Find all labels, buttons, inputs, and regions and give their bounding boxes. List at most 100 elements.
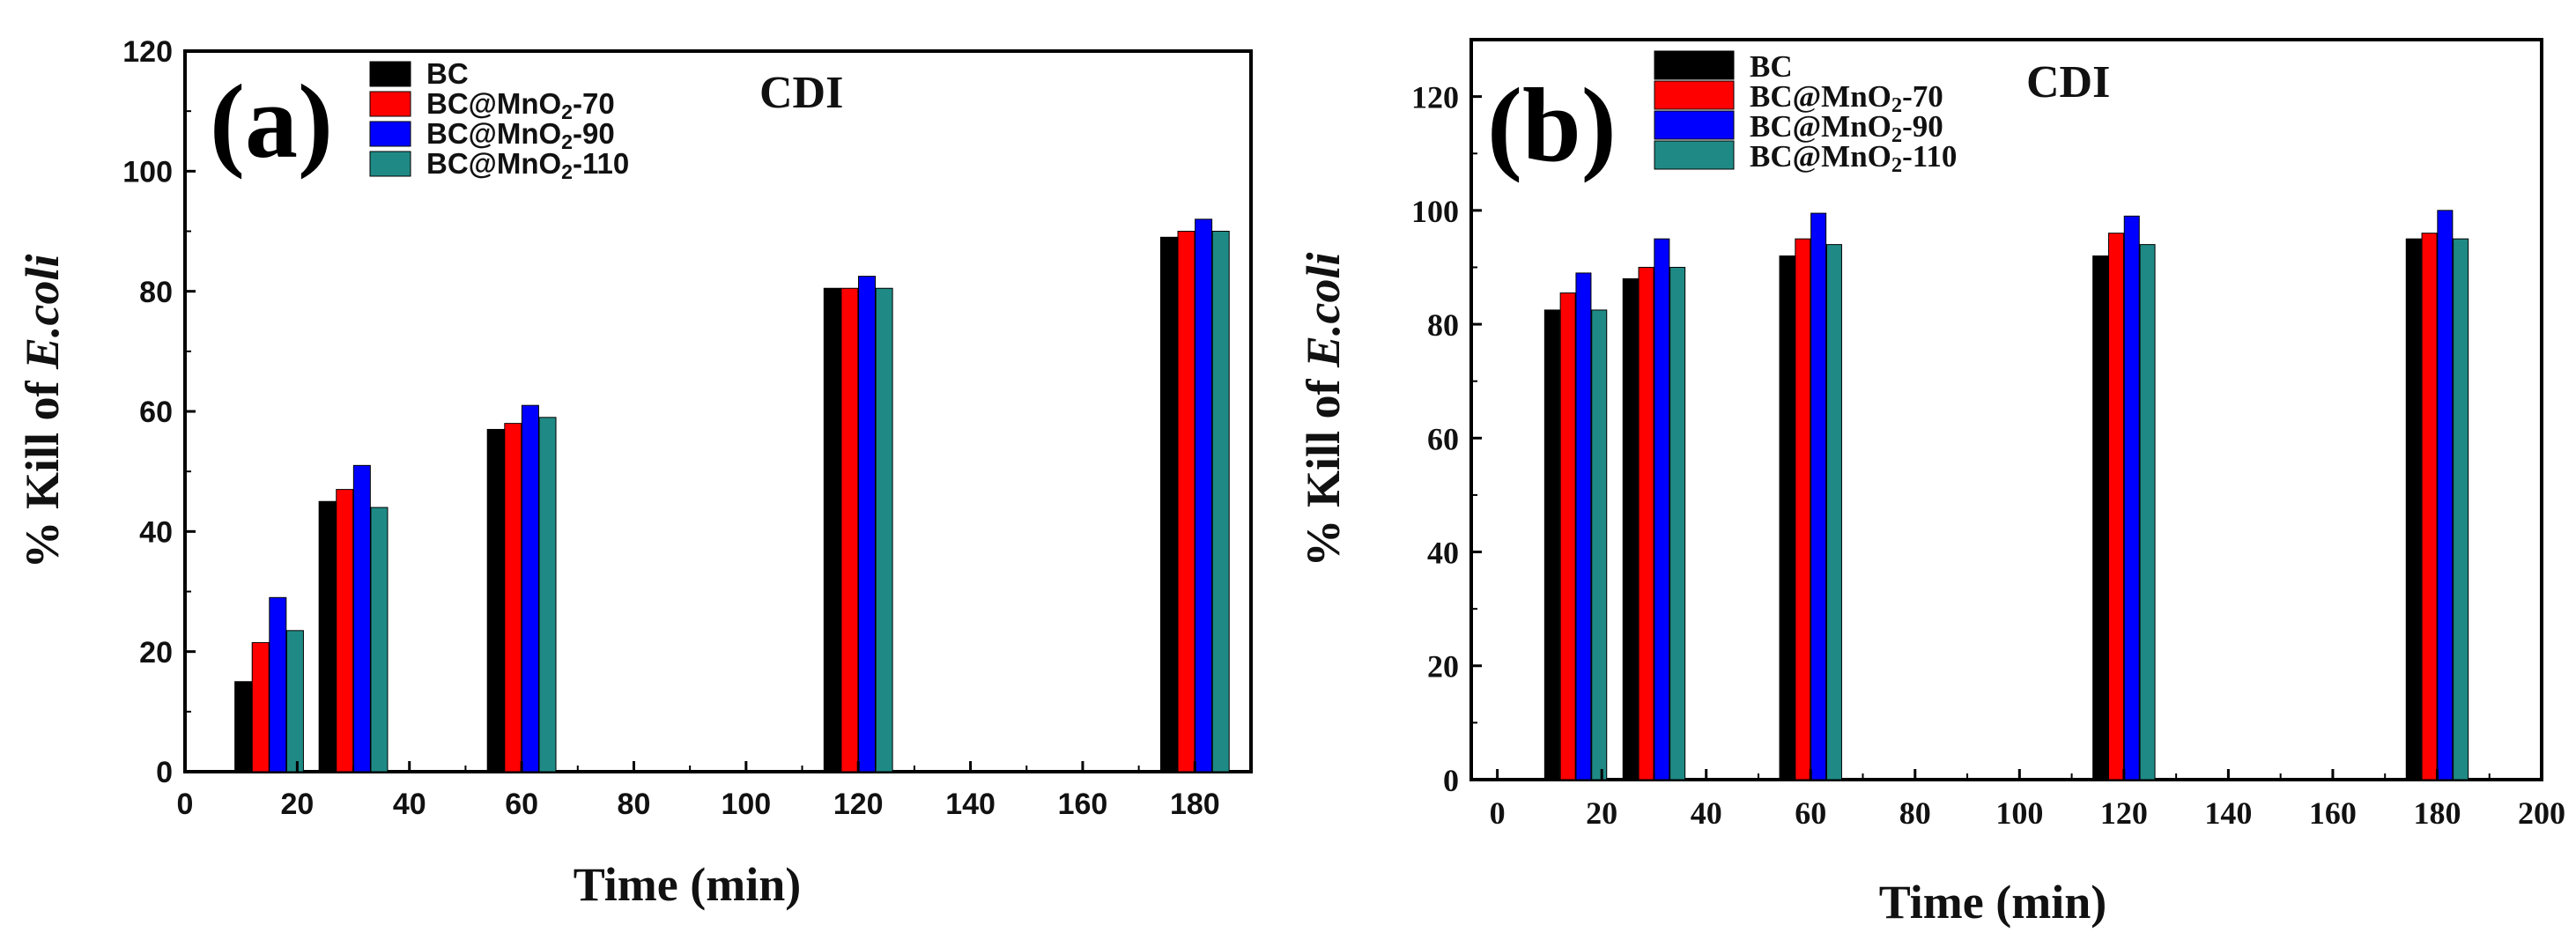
y-tick-label: 80 [139, 276, 173, 309]
legend-label-subscript: 2 [561, 160, 573, 183]
x-tick-label: 160 [1058, 788, 1108, 821]
bar-bc-mno2-110-t180 [2453, 238, 2469, 781]
y-axis-label-italic: E.coli [16, 255, 69, 371]
y-tick-label: 120 [1411, 80, 1459, 115]
y-tick-label: 100 [1411, 194, 1459, 229]
bar-bc-t180 [1159, 236, 1178, 773]
bar-bc-mno2-70-t180 [2421, 233, 2438, 781]
bar-bc-mno2-90-t60 [1810, 212, 1827, 781]
legend-label: BC@MnO2-90 [1750, 109, 1943, 147]
bar-bc-mno2-90-t15 [269, 596, 287, 773]
legend-swatch [1654, 80, 1735, 110]
legend-label-subscript: 2 [1891, 93, 1902, 117]
x-tick-label: 140 [2204, 795, 2252, 831]
legend-label-part: BC@MnO [1750, 79, 1891, 114]
legend-label-part: BC@MnO [426, 117, 561, 150]
y-tick-label: 0 [156, 756, 173, 789]
x-tick-label: 0 [1490, 795, 1506, 831]
bar-bc-t60 [1779, 255, 1795, 781]
chart-panel-a: 0 20 40 60 80 100 120 140 160 180020406080100120 … [16, 35, 1253, 911]
x-tick-label: 0 [177, 788, 194, 821]
legend-label-part: BC@MnO [426, 87, 561, 120]
x-tick-label: 180 [1170, 788, 1220, 821]
legend-label-part: -90 [1902, 109, 1943, 144]
bar-bc-mno2-70-t15 [1559, 292, 1576, 781]
plot-area-frame [1469, 38, 2543, 781]
x-tick-label: 80 [618, 788, 651, 821]
bar-bc-mno2-70-t120 [2107, 233, 2124, 781]
legend-swatch [1654, 110, 1735, 140]
legend-swatch [369, 61, 411, 87]
y-axis-label-text: % Kill of [16, 369, 69, 569]
bar-bc-mno2-110-t30 [1669, 266, 1686, 781]
legend-label-subscript: 2 [561, 100, 573, 123]
bar-bc-t120 [2092, 255, 2109, 781]
cdi-annotation: CDI [759, 68, 843, 118]
bar-bc-t120 [823, 287, 841, 773]
y-tick-label: 80 [1427, 307, 1459, 343]
bar-bc-t30 [318, 500, 337, 773]
x-tick-label: 120 [2100, 795, 2148, 831]
x-tick-label: 100 [721, 788, 771, 821]
y-tick-label: 20 [1427, 649, 1459, 684]
bar-bc-mno2-90-t120 [2123, 215, 2140, 781]
legend-swatch [1654, 140, 1735, 170]
x-tick-label: 60 [505, 788, 538, 821]
bar-bc-mno2-70-t15 [251, 641, 270, 773]
y-tick-label: 40 [1427, 535, 1459, 570]
y-axis-label-text: % Kill of [1297, 367, 1350, 567]
y-tick-label: 100 [122, 156, 173, 189]
x-tick-label: 200 [2518, 795, 2565, 831]
bar-bc-mno2-110-t60 [538, 417, 557, 773]
x-tick-label: 40 [393, 788, 426, 821]
legend-label-part: -70 [573, 87, 615, 120]
x-tick-label: 160 [2309, 795, 2357, 831]
legend-label: BC@MnO2-70 [1750, 79, 1943, 117]
legend-label-part: -90 [573, 117, 615, 150]
legend-label: BC [1750, 49, 1793, 84]
bar-bc-mno2-90-t120 [858, 276, 877, 773]
y-tick-label: 60 [139, 396, 173, 429]
bar-bc-mno2-110-t120 [875, 287, 893, 773]
bar-bc-mno2-70-t120 [840, 287, 859, 773]
bar-bc-mno2-90-t60 [521, 404, 539, 773]
bar-bc-mno2-90-t30 [1654, 238, 1670, 781]
x-tick-label: 180 [2413, 795, 2461, 831]
legend-label-part: BC@MnO [1750, 139, 1891, 174]
legend-label-part: BC@MnO [426, 147, 561, 180]
x-axis-label: Time (min) [1879, 876, 2106, 929]
x-tick-label: 80 [1899, 795, 1931, 831]
axes-group: 0 20 40 60 80 100 120 140 160 180 0 20 40 60 80 100 120 [122, 35, 1219, 821]
x-tick-label: 60 [1795, 795, 1826, 831]
cdi-annotation: CDI [2026, 57, 2110, 107]
legend-label-part: -110 [573, 147, 629, 180]
bar-bc-mno2-90-t15 [1575, 272, 1592, 781]
x-tick-label: 20 [1586, 795, 1617, 831]
bars-group [234, 218, 1230, 773]
chart-panel-b: 0 20 40 60 80 100 120 140 160 180 200 0 20 40 60 80 100 1… [1297, 38, 2565, 929]
bar-bc-mno2-110-t120 [2139, 244, 2156, 781]
panel-label: (a) [210, 63, 333, 180]
x-tick-label: 40 [1691, 795, 1722, 831]
bar-bc-mno2-70-t30 [336, 489, 354, 773]
y-axis-label: % Kill of E.coli [1297, 253, 1350, 567]
x-tick-label: 100 [1995, 795, 2043, 831]
y-axis-label-italic: E.coli [1297, 253, 1350, 369]
bar-bc-mno2-110-t15 [285, 630, 304, 773]
legend-label-subscript: 2 [1891, 123, 1902, 147]
bar-bc-mno2-70-t60 [1795, 238, 1811, 781]
y-axis-label: % Kill of E.coli [16, 255, 69, 569]
legend-swatch [369, 91, 411, 117]
legend-label-subscript: 2 [561, 130, 573, 153]
legend-label: BC@MnO2-110 [1750, 139, 1957, 177]
legend-swatch [369, 151, 411, 177]
y-tick-label: 40 [139, 516, 173, 550]
bar-bc-t15 [1543, 309, 1560, 781]
legend-label-part: -70 [1902, 79, 1943, 114]
legend-label: BC@MnO2-70 [426, 87, 615, 123]
x-tick-label: 20 [280, 788, 314, 821]
bars-group [1543, 210, 2469, 781]
legend-label: BC@MnO2-90 [426, 117, 615, 153]
legend-label-part: BC@MnO [1750, 109, 1891, 144]
